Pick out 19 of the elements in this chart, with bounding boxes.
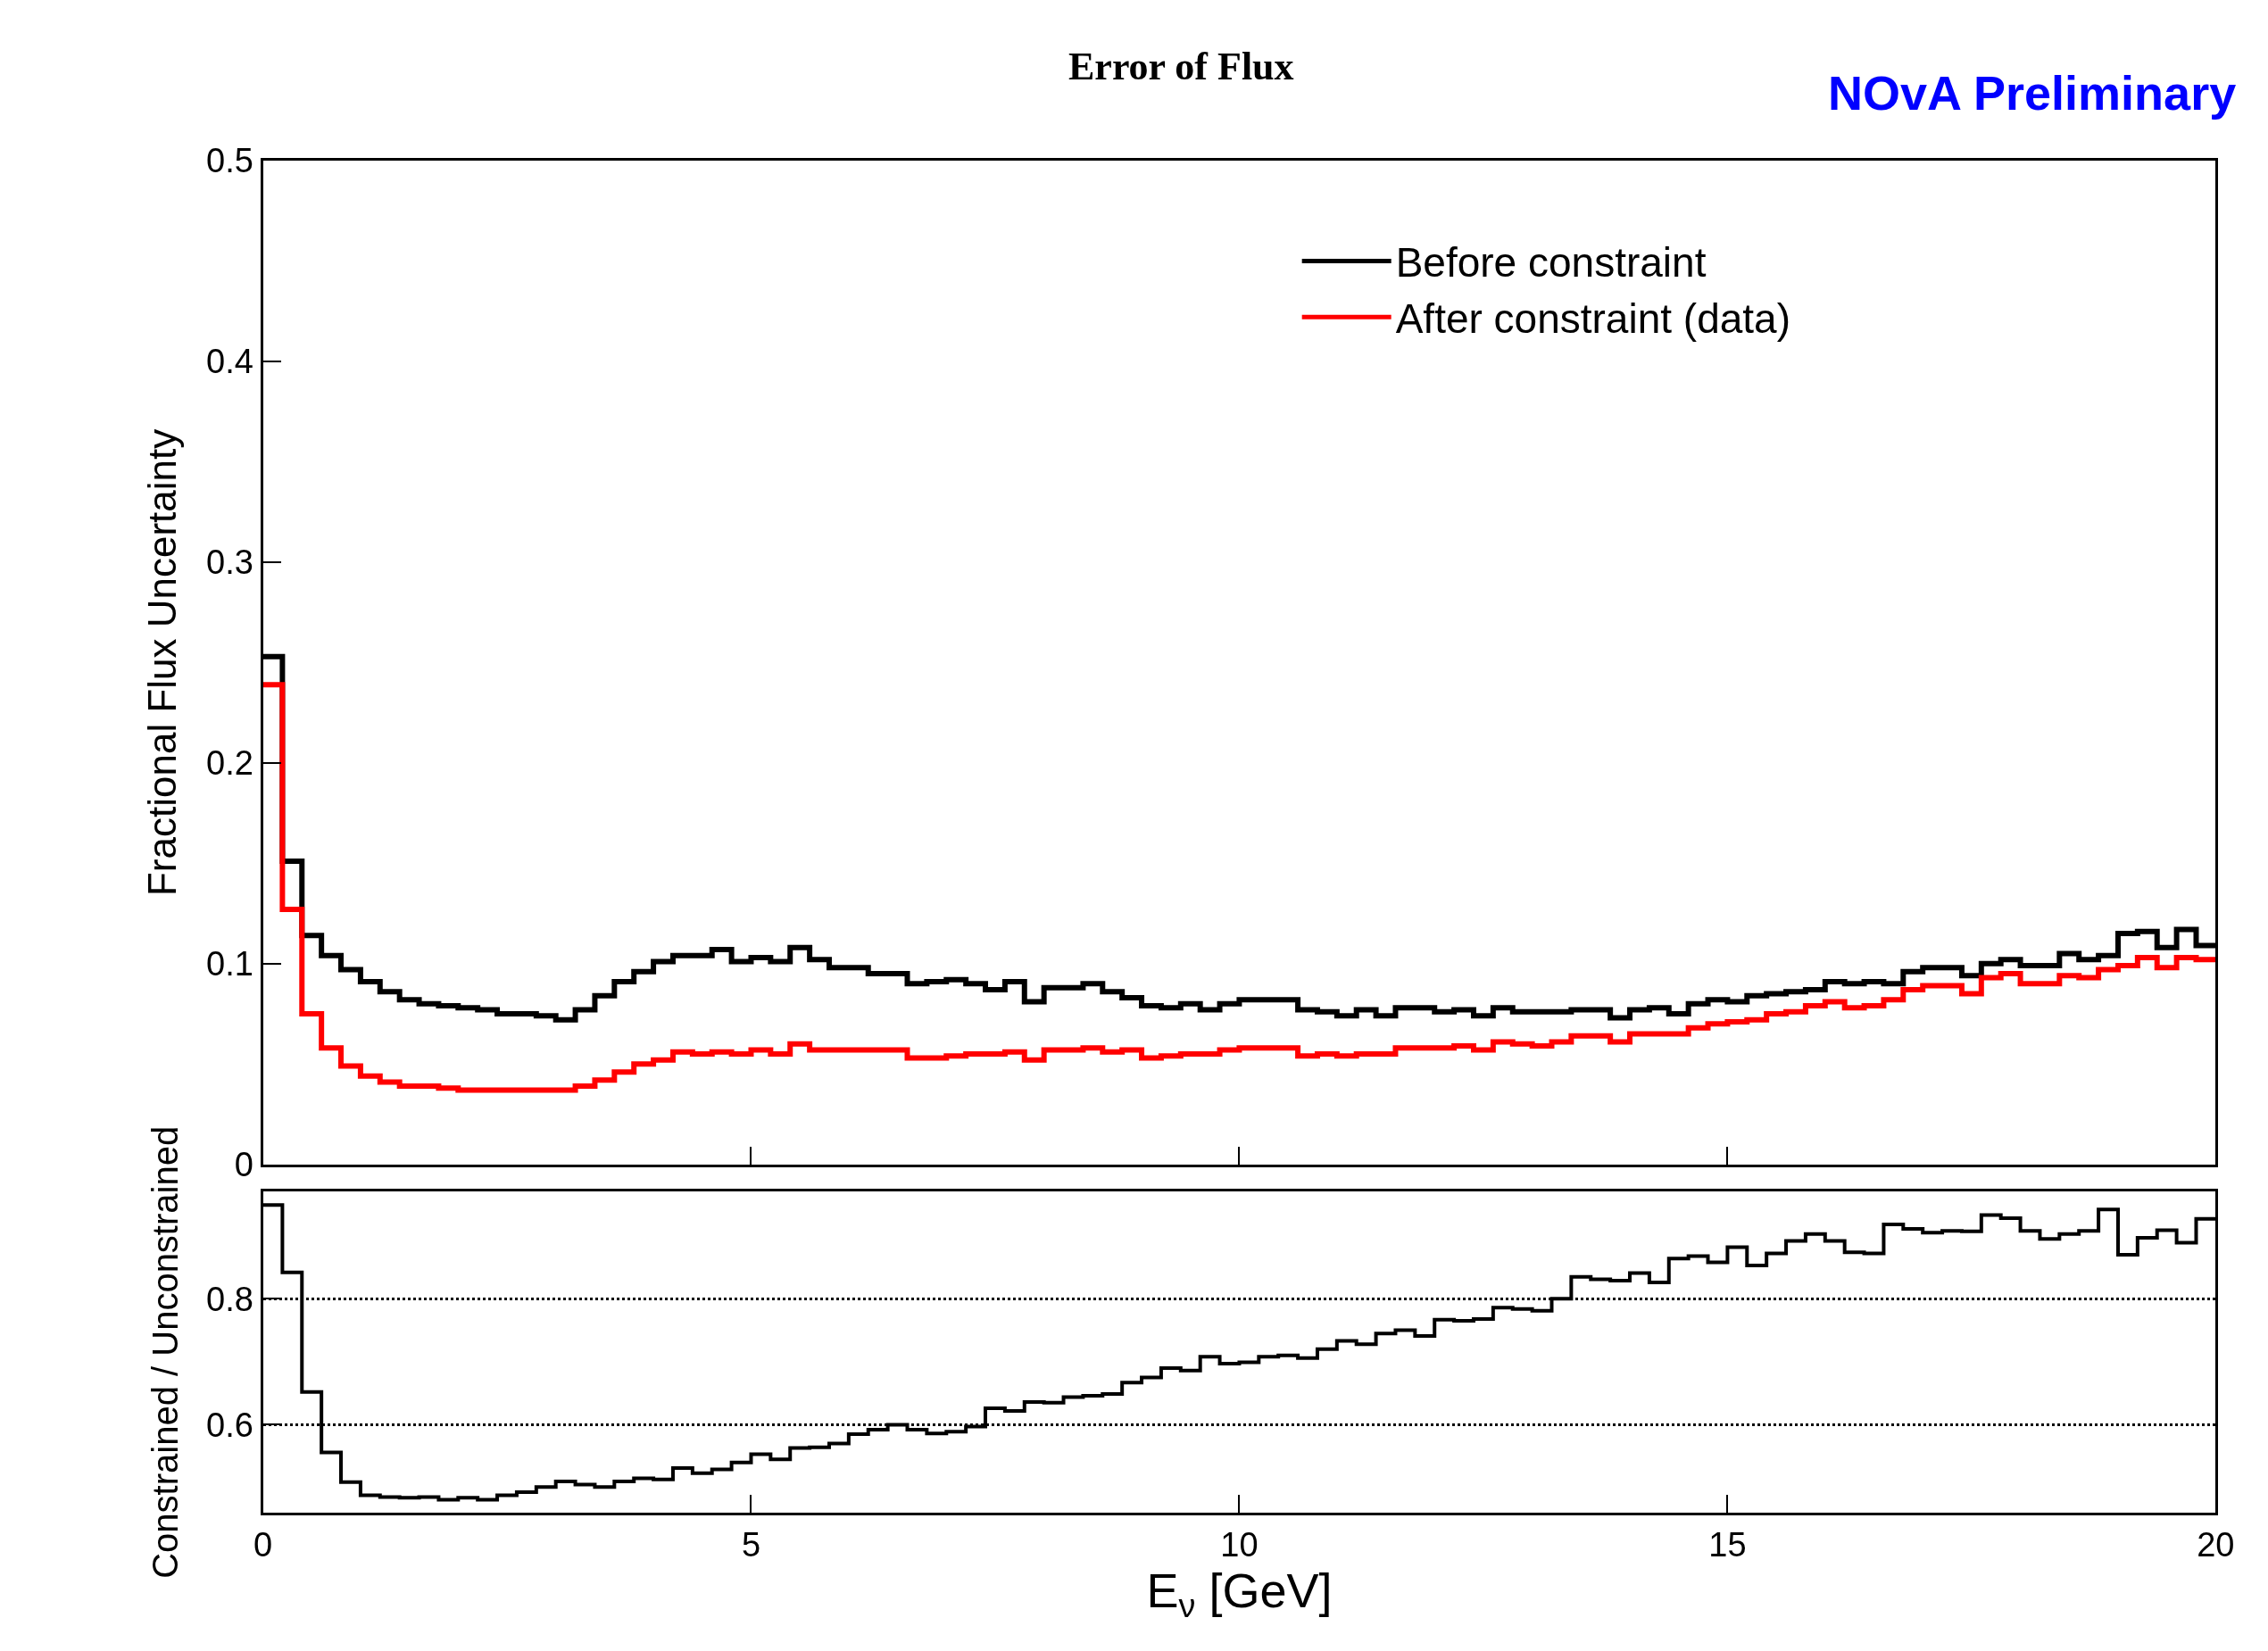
- chart-title: Error of Flux: [1068, 45, 1294, 88]
- x-axis-title: E$_{ν}$ [GeV]: [1146, 1563, 1333, 1625]
- y-tick-label: 0.8: [206, 1280, 253, 1318]
- y-tick-label: 0.5: [206, 142, 253, 180]
- x-tick-label: 15: [1708, 1525, 1747, 1564]
- x-tick-label: 5: [741, 1525, 761, 1564]
- x-tick-label: 10: [1220, 1525, 1259, 1564]
- y-axis-title: Fractional Flux Uncertainty: [140, 428, 185, 897]
- x-tick-label: 20: [2197, 1525, 2235, 1564]
- y-tick-label: 0.6: [206, 1406, 253, 1444]
- y-tick-label: 0.4: [206, 343, 253, 381]
- text: NOvA Preliminary: [1828, 66, 2237, 120]
- y-axis-title: Constrained / Unconstrained: [145, 1125, 185, 1579]
- y-tick-label: 0.1: [206, 945, 253, 983]
- legend-label: Before constraint: [1395, 239, 1707, 286]
- y-tick-label: 0.2: [206, 744, 253, 783]
- y-tick-label: 0.3: [206, 543, 253, 582]
- legend-label: After constraint (data): [1395, 295, 1790, 343]
- y-tick-label: 0: [234, 1145, 253, 1183]
